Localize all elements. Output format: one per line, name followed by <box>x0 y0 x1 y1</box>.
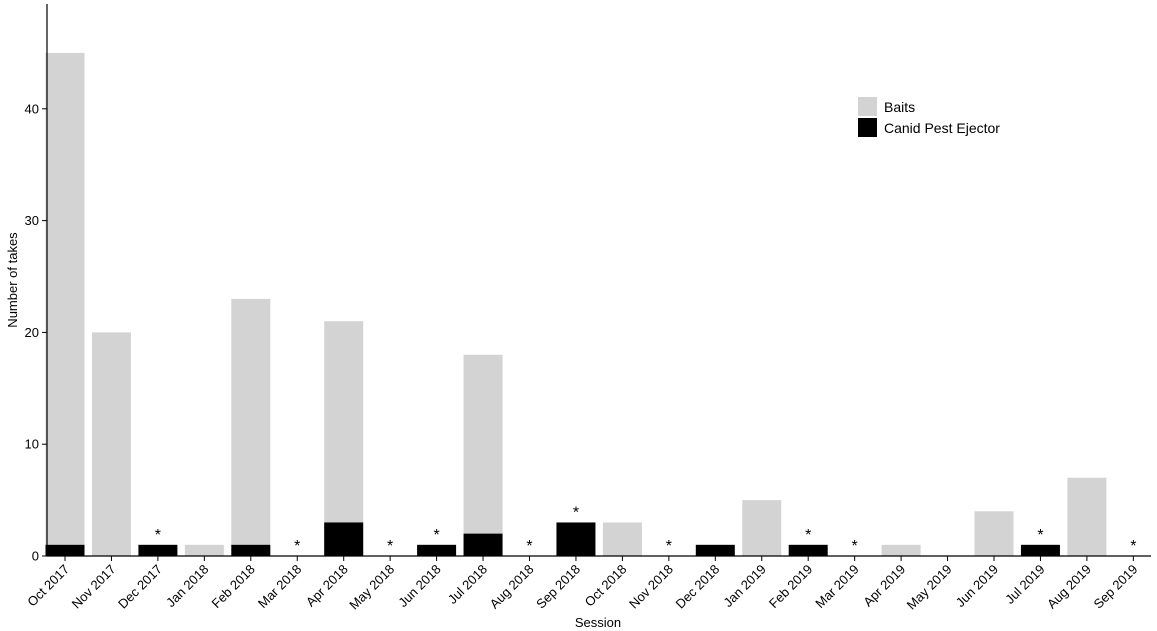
bar-baits-feb-2018 <box>231 298 271 556</box>
bar-baits-oct-2017 <box>45 52 85 557</box>
x-tick-label: Apr 2019 <box>860 562 908 610</box>
x-tick-label: Sep 2019 <box>1090 562 1140 612</box>
x-tick-label: Jun 2018 <box>395 562 443 610</box>
x-tick-label: Mar 2018 <box>255 562 304 611</box>
x-tick-label: Oct 2017 <box>24 562 72 610</box>
x-tick-label: Apr 2018 <box>303 562 351 610</box>
x-tick-label: May 2018 <box>346 562 397 613</box>
legend-swatch-canid-pest-ejector <box>858 118 877 137</box>
annotation-star: * <box>666 538 672 555</box>
x-axis-title: Session <box>575 615 621 630</box>
annotation-star: * <box>433 527 439 544</box>
y-tick-label: 30 <box>25 213 39 228</box>
bar-baits-jun-2019 <box>974 511 1014 556</box>
x-tick-label: Sep 2018 <box>533 562 583 612</box>
y-axis-ticks: 0 10 20 30 40 <box>25 101 47 564</box>
x-tick-label: Aug 2018 <box>487 562 537 612</box>
bar-cpe-jul-2019 <box>1020 544 1060 556</box>
bar-cpe-dec-2017 <box>138 544 178 556</box>
x-tick-label: Feb 2018 <box>208 562 257 611</box>
x-tick-label: May 2019 <box>904 562 955 613</box>
bars-layer <box>45 52 1107 557</box>
x-tick-label: Jan 2019 <box>720 562 768 610</box>
annotation-star: * <box>852 538 858 555</box>
x-tick-label: Feb 2019 <box>766 562 815 611</box>
x-tick-label: Jul 2018 <box>445 562 490 607</box>
x-tick-label: Dec 2018 <box>672 562 722 612</box>
x-tick-label: Jul 2019 <box>1002 562 1047 607</box>
bar-cpe-feb-2019 <box>788 544 828 556</box>
y-axis-title: Number of takes <box>5 232 20 328</box>
y-tick-label: 40 <box>25 101 39 116</box>
legend-label-canid-pest-ejector: Canid Pest Ejector <box>884 120 1000 136</box>
annotation-star: * <box>1037 527 1043 544</box>
annotation-star: * <box>1130 538 1136 555</box>
annotation-star: * <box>573 504 579 521</box>
bar-baits-aug-2019 <box>1067 477 1107 556</box>
bar-baits-jan-2018 <box>184 544 224 556</box>
x-tick-label: Mar 2019 <box>812 562 861 611</box>
annotation-star: * <box>526 538 532 555</box>
legend: Baits Canid Pest Ejector <box>858 97 1000 137</box>
bar-cpe-apr-2018 <box>324 522 364 556</box>
y-tick-label: 10 <box>25 437 39 452</box>
bar-baits-jan-2019 <box>742 500 782 556</box>
bar-cpe-sep-2018 <box>556 522 596 556</box>
annotation-star: * <box>294 538 300 555</box>
bar-baits-apr-2018 <box>324 321 364 556</box>
bar-baits-apr-2019 <box>881 544 921 556</box>
x-tick-label: Dec 2017 <box>115 562 165 612</box>
x-tick-label: Nov 2017 <box>69 562 119 612</box>
bar-baits-nov-2017 <box>91 332 131 556</box>
annotation-layer: * * * * * * * * * * * <box>155 504 1137 555</box>
bar-cpe-feb-2018 <box>231 544 271 556</box>
legend-swatch-baits <box>858 97 877 116</box>
legend-label-baits: Baits <box>884 99 915 115</box>
bar-baits-oct-2018 <box>602 522 642 556</box>
annotation-star: * <box>387 538 393 555</box>
bar-baits-jul-2018 <box>463 354 503 556</box>
x-tick-label: Nov 2018 <box>626 562 676 612</box>
x-tick-label: Jan 2018 <box>163 562 211 610</box>
bar-cpe-jul-2018 <box>463 533 503 556</box>
annotation-star: * <box>805 527 811 544</box>
bar-cpe-jun-2018 <box>417 544 457 556</box>
x-tick-label: Jun 2019 <box>953 562 1001 610</box>
y-tick-label: 0 <box>32 549 39 564</box>
y-tick-label: 20 <box>25 325 39 340</box>
bar-cpe-oct-2017 <box>45 544 85 556</box>
x-tick-label: Oct 2018 <box>582 562 630 610</box>
annotation-star: * <box>155 527 161 544</box>
bar-cpe-dec-2018 <box>695 544 735 556</box>
x-tick-label: Aug 2019 <box>1044 562 1094 612</box>
